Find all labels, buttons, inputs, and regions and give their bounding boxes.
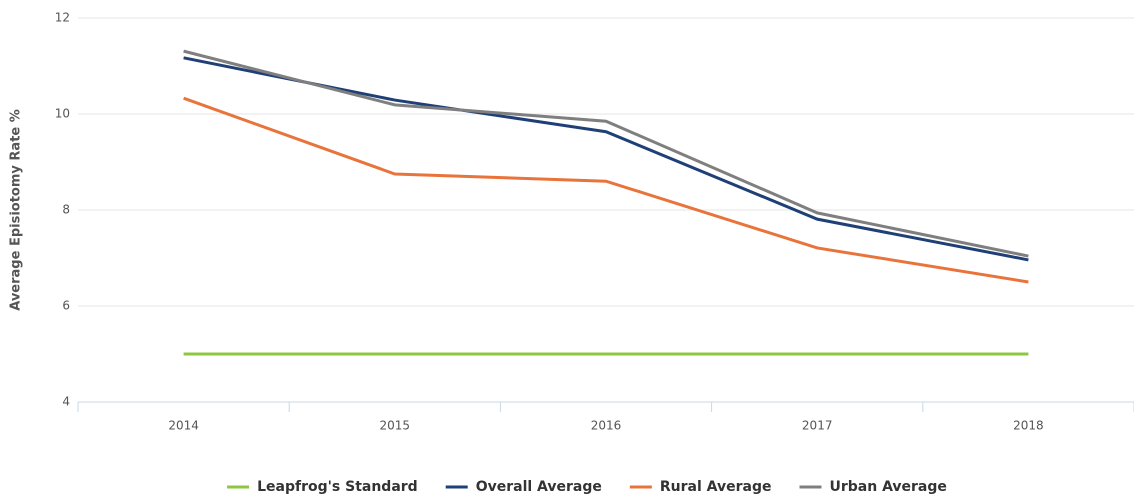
legend-label: Overall Average [476,479,602,495]
legend-label: Rural Average [660,479,772,495]
y-tick-label: 4 [62,395,70,409]
y-tick-label: 6 [62,299,70,313]
x-tick-label: 2016 [591,419,622,433]
legend: Leapfrog's Standard Overall Average Rural … [227,479,947,495]
x-tick-label: 2014 [168,419,199,433]
series-line [183,49,1029,258]
y-tick-label: 10 [55,107,70,121]
y-tick-label: 12 [55,11,70,25]
y-tick-label: 8 [62,203,70,217]
legend-label: Urban Average [829,479,946,495]
y-axis-label: Average Episiotomy Rate % [9,109,24,311]
x-tick-label: 2015 [380,419,411,433]
x-tick-label: 2017 [802,419,833,433]
series-line [183,96,1029,284]
legend-label: Leapfrog's Standard [257,479,418,495]
x-tick-label: 2018 [1013,419,1044,433]
